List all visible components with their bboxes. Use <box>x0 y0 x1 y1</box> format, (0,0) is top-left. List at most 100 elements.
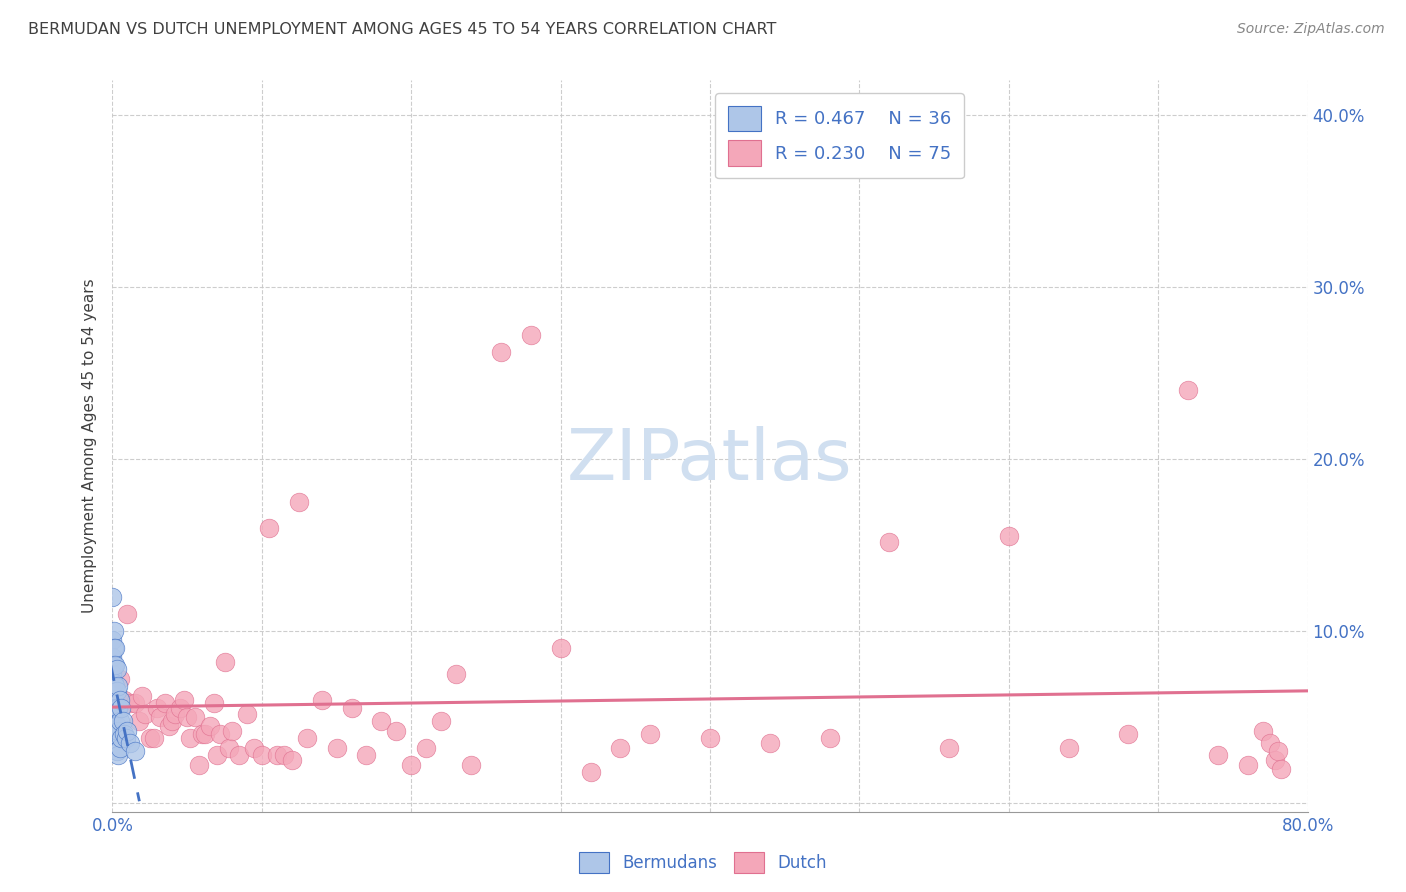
Point <box>356 747 378 762</box>
Point <box>236 706 259 721</box>
Y-axis label: Unemployment Among Ages 45 to 54 years: Unemployment Among Ages 45 to 54 years <box>82 278 97 614</box>
Point <box>1237 758 1260 772</box>
Point <box>101 632 124 647</box>
Point <box>105 744 128 758</box>
Point <box>640 727 662 741</box>
Point <box>1177 383 1199 397</box>
Point <box>288 495 311 509</box>
Point <box>214 655 236 669</box>
Point <box>202 696 225 710</box>
Point <box>273 747 295 762</box>
Point <box>157 719 180 733</box>
Point <box>699 731 721 745</box>
Point <box>108 714 131 728</box>
Point <box>105 684 128 698</box>
Point <box>266 747 288 762</box>
Point <box>104 641 127 656</box>
Point <box>176 710 198 724</box>
Point <box>325 741 347 756</box>
Point <box>101 590 124 604</box>
Point <box>120 696 142 710</box>
Point <box>120 736 142 750</box>
Point <box>108 693 131 707</box>
Point <box>879 534 901 549</box>
Point <box>105 693 128 707</box>
Point <box>101 701 124 715</box>
Point <box>162 714 183 728</box>
Point <box>131 690 153 704</box>
Point <box>134 706 156 721</box>
Point <box>250 747 273 762</box>
Point <box>205 747 228 762</box>
Point <box>105 662 128 676</box>
Point <box>209 727 232 741</box>
Point <box>179 731 201 745</box>
Point <box>124 744 146 758</box>
Point <box>173 693 195 707</box>
Point <box>107 747 129 762</box>
Point <box>1118 727 1140 741</box>
Point <box>460 758 482 772</box>
Point <box>1267 744 1289 758</box>
Point <box>101 667 124 681</box>
Point <box>103 624 125 638</box>
Point <box>1206 747 1229 762</box>
Point <box>104 701 127 715</box>
Point <box>114 693 135 707</box>
Text: Source: ZipAtlas.com: Source: ZipAtlas.com <box>1237 22 1385 37</box>
Point <box>609 741 631 756</box>
Point <box>579 765 602 780</box>
Point <box>1264 753 1286 767</box>
Point <box>183 710 205 724</box>
Point <box>117 607 139 621</box>
Text: BERMUDAN VS DUTCH UNEMPLOYMENT AMONG AGES 45 TO 54 YEARS CORRELATION CHART: BERMUDAN VS DUTCH UNEMPLOYMENT AMONG AGE… <box>28 22 776 37</box>
Point <box>115 731 138 745</box>
Point <box>105 701 128 715</box>
Point <box>104 679 127 693</box>
Point <box>114 727 135 741</box>
Point <box>415 741 437 756</box>
Point <box>104 658 127 673</box>
Legend: Bermudans, Dutch: Bermudans, Dutch <box>572 846 834 880</box>
Point <box>103 693 125 707</box>
Point <box>103 658 125 673</box>
Text: ZIPatlas: ZIPatlas <box>567 426 853 495</box>
Point <box>107 723 129 738</box>
Point <box>221 723 243 738</box>
Point <box>998 529 1021 543</box>
Point <box>117 723 139 738</box>
Point <box>430 714 453 728</box>
Point <box>228 747 250 762</box>
Point <box>110 731 132 745</box>
Point <box>938 741 960 756</box>
Point <box>108 672 131 686</box>
Point <box>101 684 124 698</box>
Point <box>218 741 240 756</box>
Point <box>1251 723 1274 738</box>
Point <box>295 731 318 745</box>
Point <box>153 696 176 710</box>
Point <box>550 641 572 656</box>
Point <box>104 727 127 741</box>
Point <box>107 679 129 693</box>
Point <box>370 714 392 728</box>
Point <box>165 706 187 721</box>
Point <box>188 758 211 772</box>
Point <box>444 667 467 681</box>
Point <box>110 701 132 715</box>
Point <box>143 731 166 745</box>
Point <box>191 727 214 741</box>
Point <box>489 345 512 359</box>
Point <box>146 701 169 715</box>
Point <box>259 521 281 535</box>
Point <box>101 649 124 664</box>
Point <box>340 701 363 715</box>
Point <box>759 736 782 750</box>
Point <box>169 701 191 715</box>
Point <box>149 710 172 724</box>
Point <box>281 753 304 767</box>
Point <box>194 727 217 741</box>
Point <box>128 714 150 728</box>
Point <box>385 723 408 738</box>
Point <box>520 328 543 343</box>
